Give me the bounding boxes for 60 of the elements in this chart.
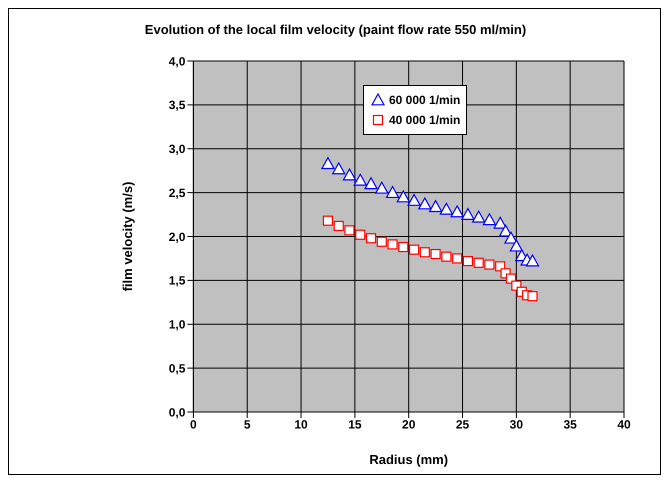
point: [354, 174, 367, 186]
point: [375, 182, 388, 194]
x-tick-label: 5: [244, 418, 251, 432]
point: [504, 232, 518, 244]
point: [407, 194, 421, 206]
point: [526, 254, 540, 266]
x-tick-label: 25: [456, 418, 470, 432]
x-tick-label: 15: [348, 418, 362, 432]
point: [396, 190, 410, 202]
chart-title: Evolution of the local film velocity (paint flow rate 550 ml/min): [144, 22, 528, 37]
y-tick-label: 2,5: [168, 186, 186, 200]
point: [386, 186, 400, 198]
point: [461, 208, 475, 220]
point: [441, 252, 452, 262]
y-tick-label: 3,5: [168, 98, 186, 112]
point: [321, 157, 335, 170]
point: [474, 258, 484, 268]
point: [418, 197, 432, 210]
y-tick-label: 3,0: [168, 142, 186, 156]
point: [430, 248, 441, 260]
point: [462, 256, 474, 266]
legend-label: 60 000 1/min: [389, 93, 460, 107]
x-tick-label: 35: [563, 418, 578, 432]
point: [387, 239, 398, 250]
point: [342, 168, 356, 180]
y-axis-title: film velocity (m/s): [120, 182, 136, 292]
y-tick-label: 0,0: [168, 405, 186, 420]
point: [355, 230, 366, 240]
point: [334, 220, 344, 232]
point: [408, 244, 420, 255]
y-tick-label: 4,0: [168, 54, 186, 68]
point: [344, 225, 355, 236]
y-tick-label: 0,5: [168, 361, 186, 376]
point: [510, 240, 523, 252]
point: [364, 177, 378, 190]
y-tick-label: 1,5: [168, 274, 186, 288]
point: [450, 205, 464, 218]
point: [494, 216, 507, 229]
point: [429, 200, 442, 212]
x-tick-label: 20: [402, 418, 416, 432]
point: [452, 253, 462, 264]
point: [440, 202, 453, 215]
x-axis-title: Radius (mm): [369, 452, 448, 467]
y-tick-label: 1,0: [168, 318, 186, 332]
point: [472, 210, 486, 223]
x-tick-label: 40: [617, 418, 631, 432]
point: [527, 291, 538, 302]
point: [482, 213, 496, 226]
point: [376, 236, 387, 247]
x-tick-label: 10: [294, 418, 308, 432]
point: [322, 216, 334, 226]
legend-label: 40 000 1/min: [389, 113, 460, 127]
x-tick-label: 0: [190, 418, 198, 432]
x-tick-label: 30: [510, 418, 524, 432]
point: [484, 259, 495, 270]
point: [398, 242, 408, 252]
y-tick-label: 2,0: [168, 230, 186, 244]
point: [332, 162, 346, 174]
point: [366, 233, 376, 244]
point: [420, 247, 430, 258]
